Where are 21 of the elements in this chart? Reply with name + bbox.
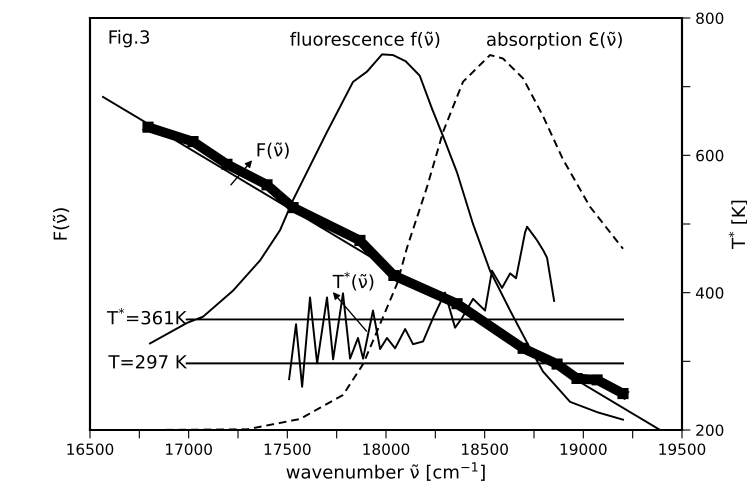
y2-tick-label: 200 (696, 424, 724, 436)
y2-tick-label: 600 (696, 150, 724, 162)
series-label: T$^{*}$=361K (107, 308, 187, 325)
y2-tick-label: 800 (696, 12, 724, 24)
x-tick-label: 17500 (264, 443, 311, 456)
series-label: absorption Ɛ(ν̃) (487, 32, 622, 50)
series-label: T$^{*}$(ν̃) (332, 272, 374, 290)
y2-axis-title: T$^{*}$ [K] (728, 200, 747, 249)
series-label: fluorescence f(ν̃) (290, 32, 440, 48)
y-axis-title: F(ν̃) (52, 208, 70, 240)
annotation: Fig.3 (110, 30, 150, 48)
x-tick-label: 19000 (560, 443, 607, 456)
x-tick-label: 18500 (462, 443, 508, 456)
x-axis-title: wavenumber ν̃ [cm$^{−1}$] (286, 462, 485, 481)
series-label: T=297 K (108, 354, 188, 369)
x-tick-label: 17000 (166, 443, 212, 456)
y2-tick-label: 400 (696, 287, 724, 299)
x-tick-label: 16500 (67, 443, 114, 456)
series-label: F(ν̃) (258, 142, 289, 159)
x-tick-label: 18000 (363, 443, 410, 456)
x-tick-label: 19500 (659, 443, 706, 456)
